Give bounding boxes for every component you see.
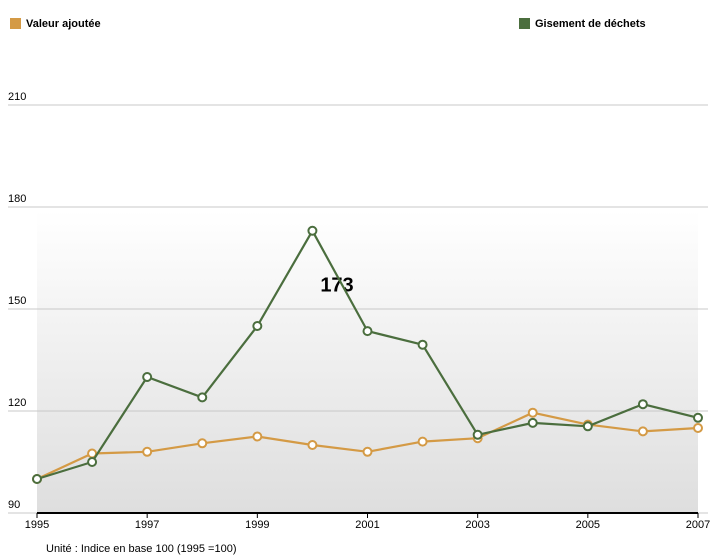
point [362,446,373,457]
y-tick-label: 210 [8,91,26,103]
point [362,326,373,337]
point [307,440,318,450]
point [142,446,153,457]
x-tick-label: 2003 [465,519,489,531]
legend-swatch [519,18,530,29]
plot-background [37,210,698,513]
point [637,426,648,437]
legend-label: Gisement de déchets [535,18,646,30]
point [252,431,263,442]
y-tick-label: 90 [8,499,20,511]
point [142,372,153,382]
point [693,412,703,423]
legend-label: Valeur ajoutée [26,18,101,30]
y-tick-label: 150 [8,295,26,307]
x-tick-label: 2005 [576,519,600,531]
x-tick-label: 1997 [135,519,159,531]
point [527,417,538,428]
point [87,457,98,467]
x-tick-label: 2007 [686,519,710,531]
x-tick-label: 1995 [25,519,49,531]
point [417,339,428,350]
point [252,321,263,331]
point [527,407,538,418]
y-tick-label: 180 [8,193,26,205]
point [693,423,703,433]
point [417,436,428,447]
point [307,225,318,236]
x-tick-label: 2001 [355,519,379,531]
point [637,399,648,410]
y-tick-label: 120 [8,397,26,409]
point [197,392,208,403]
point [197,438,208,449]
x-tick-label: 1999 [245,519,269,531]
legend-swatch [10,18,21,29]
point [472,429,483,440]
footnote: Unité : Indice en base 100 (1995 =100) [46,543,237,555]
point [32,474,42,484]
point [582,421,593,432]
